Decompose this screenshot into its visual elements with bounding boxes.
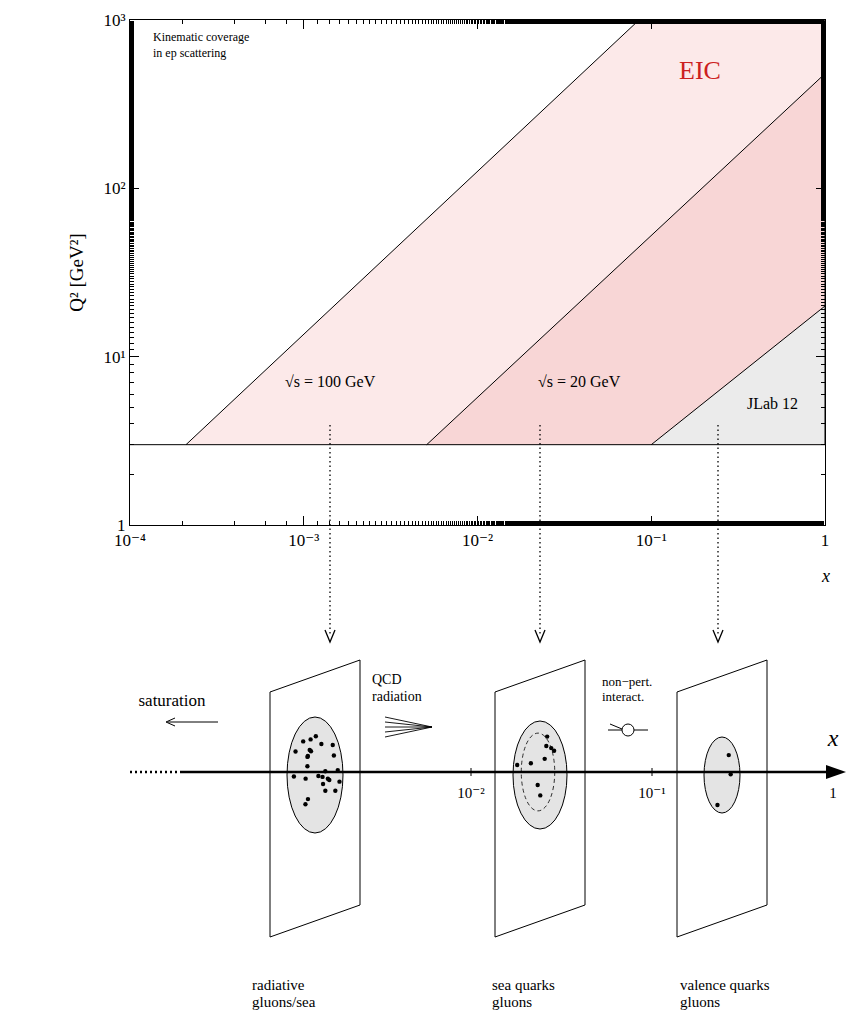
svg-text:10⁻⁴: 10⁻⁴ [114,531,146,550]
svg-text:10¹: 10¹ [103,348,125,367]
svg-text:10⁻¹: 10⁻¹ [636,531,667,550]
svg-text:non−pert.: non−pert. [602,674,652,689]
svg-text:gluons: gluons [492,994,532,1010]
svg-text:√s = 20 GeV: √s = 20 GeV [538,373,621,390]
svg-text:10²: 10² [103,179,125,198]
svg-text:gluons/sea: gluons/sea [252,994,316,1010]
svg-text:QCD: QCD [372,672,402,687]
svg-text:gluons: gluons [680,994,720,1010]
svg-text:10⁻²: 10⁻² [462,531,493,550]
svg-text:sea quarks: sea quarks [492,977,555,993]
svg-text:10⁻³: 10⁻³ [288,531,319,550]
svg-text:10⁻¹: 10⁻¹ [638,785,665,801]
svg-text:interact.: interact. [602,689,644,704]
svg-text:Kinematic coveragein ep scatte: Kinematic coveragein ep scattering [153,30,249,60]
svg-text:radiative: radiative [252,977,305,993]
svg-text:saturation: saturation [138,691,206,710]
svg-text:JLab 12: JLab 12 [747,395,798,412]
svg-text:x: x [821,566,830,586]
svg-text:10⁻²: 10⁻² [457,785,485,801]
svg-text:1: 1 [829,785,837,801]
svg-text:radiation: radiation [372,689,422,704]
svg-text:√s = 100 GeV: √s = 100 GeV [285,373,376,390]
svg-text:Q² [GeV²]: Q² [GeV²] [66,233,87,311]
svg-text:1: 1 [821,531,830,550]
svg-text:EIC: EIC [679,56,721,85]
svg-text:10³: 10³ [103,11,125,30]
svg-text:valence quarks: valence quarks [680,977,770,993]
svg-text:x: x [827,725,839,751]
svg-text:1: 1 [117,516,126,535]
